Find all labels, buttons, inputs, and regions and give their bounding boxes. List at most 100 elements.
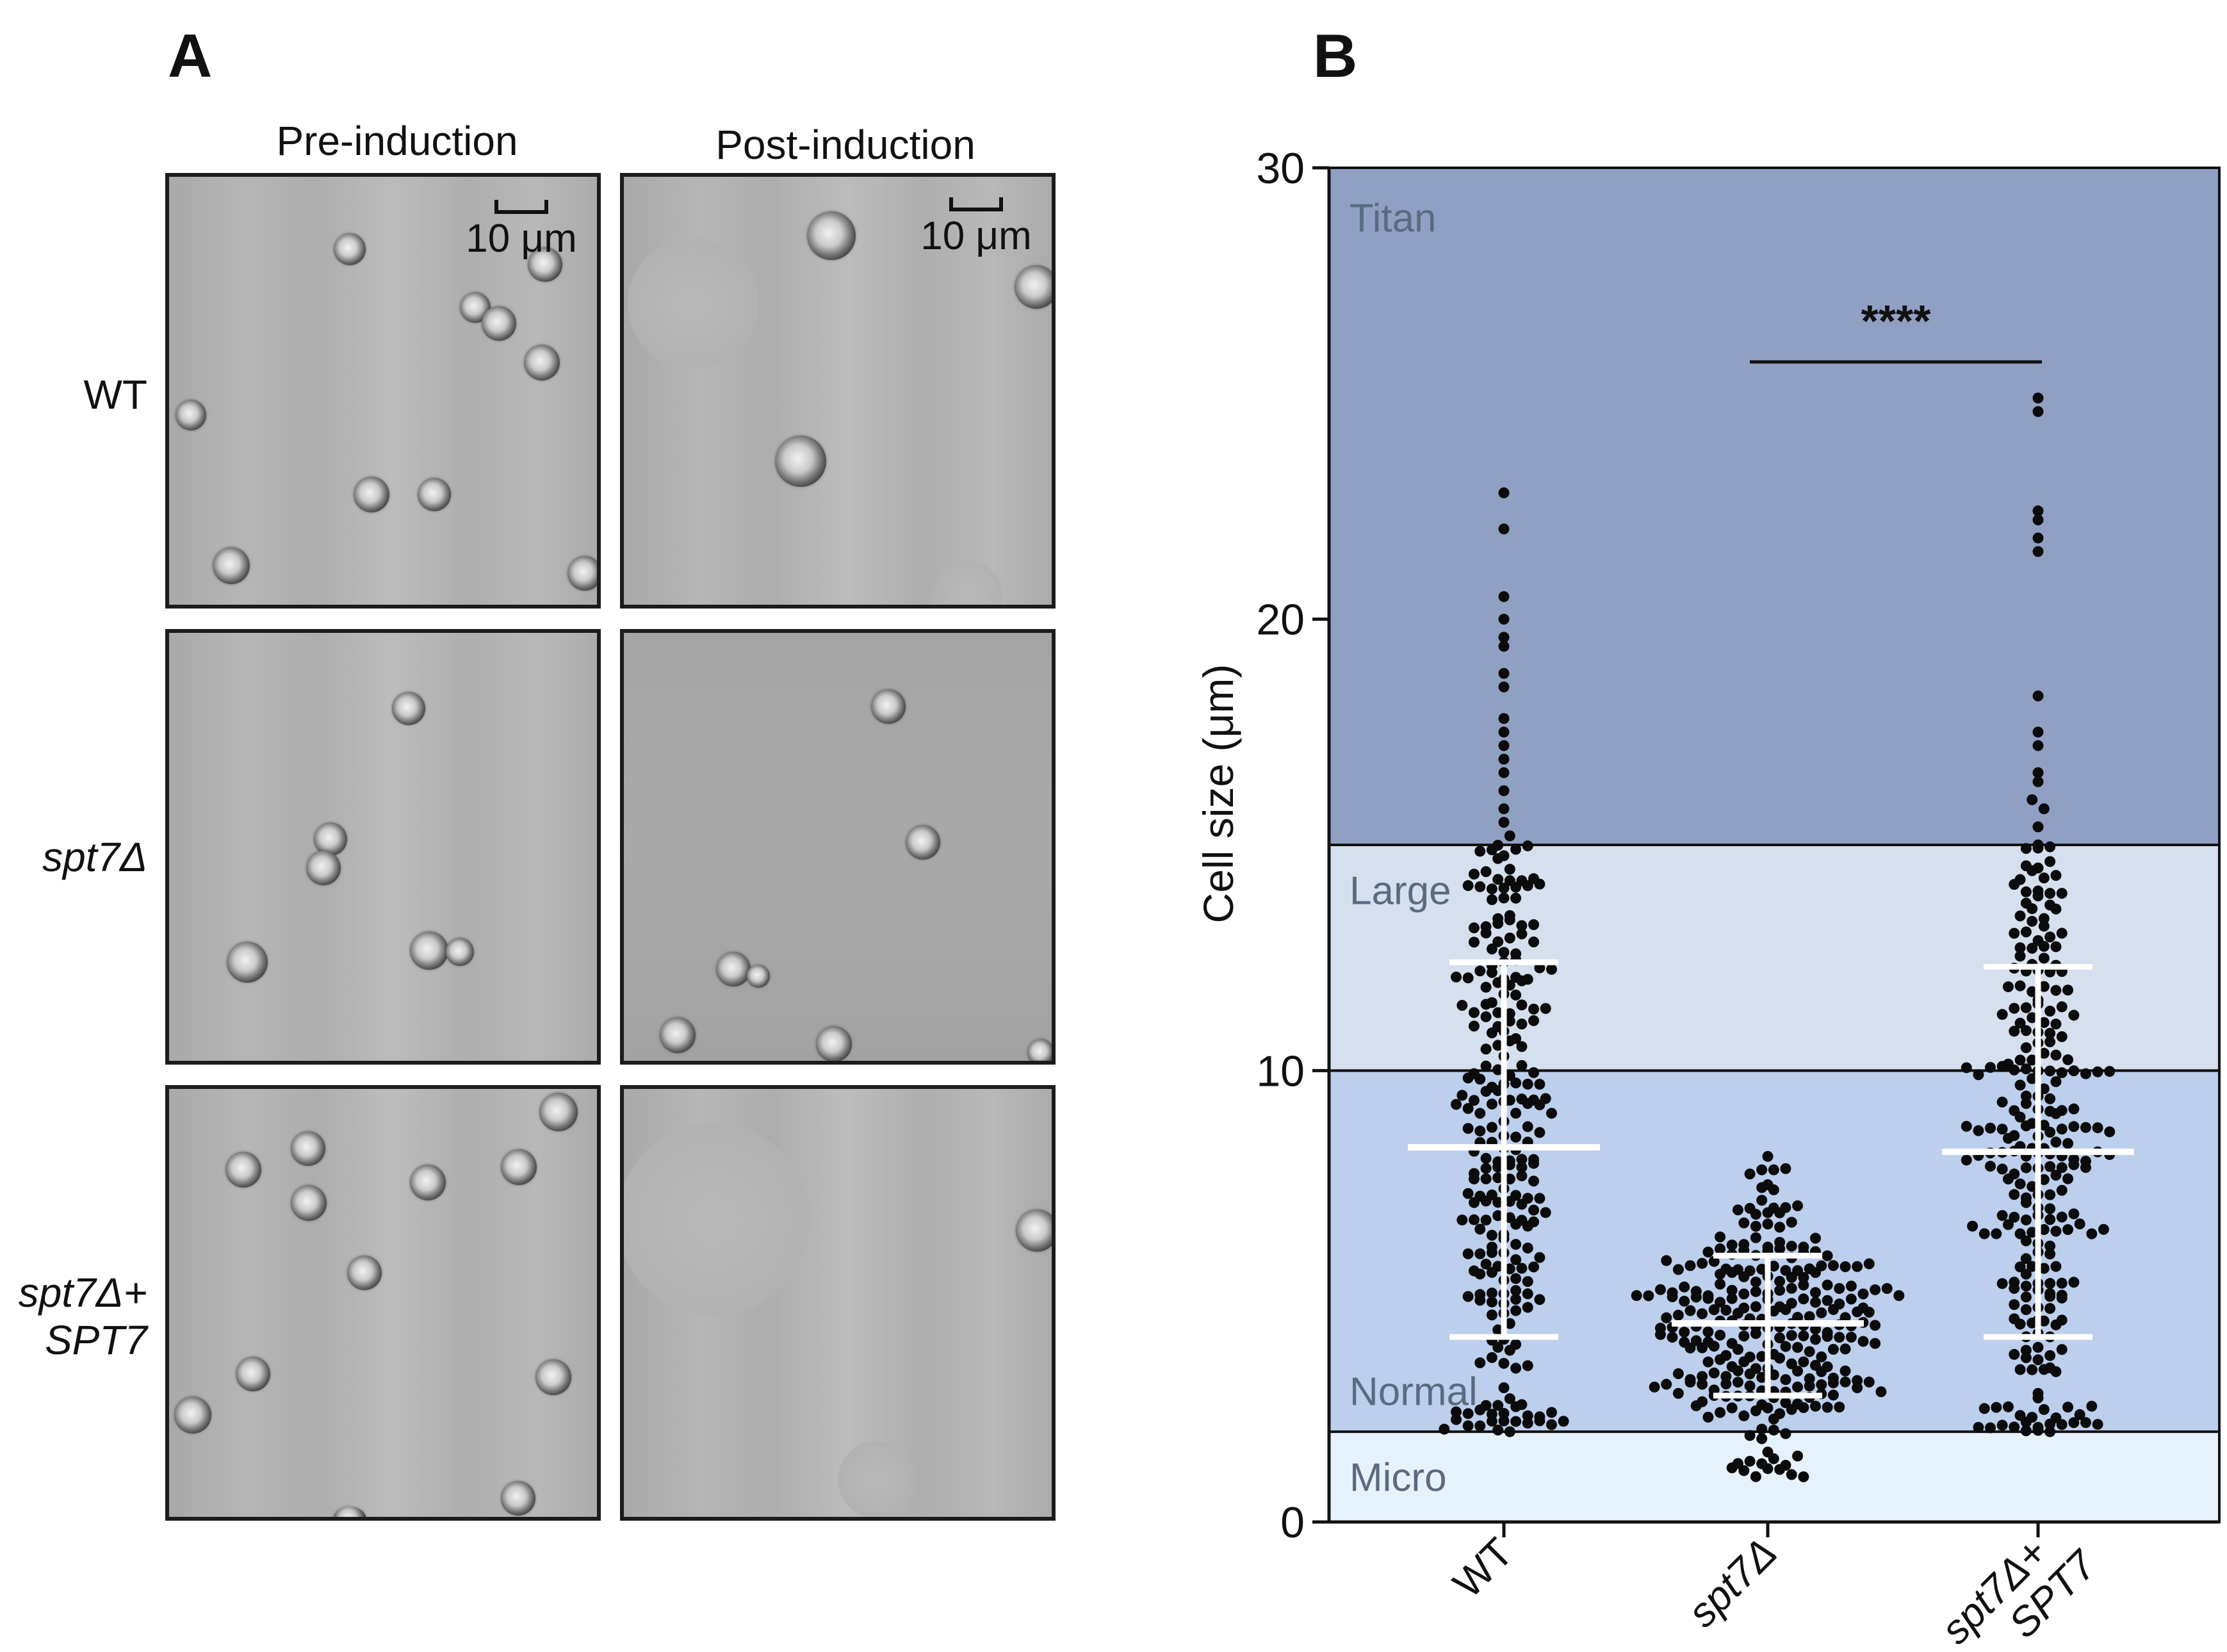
data-point [2044,1203,2056,1214]
data-point [1451,1414,1462,1425]
data-point [1991,1402,2002,1413]
data-point [1661,1255,1672,1266]
data-point [1528,1261,1540,1273]
data-point [2014,910,2026,922]
data-point [1498,740,1510,751]
data-point [1973,1125,1984,1136]
data-point [2050,1261,2062,1272]
data-point [2062,1224,2074,1236]
data-point [1726,1293,1738,1304]
data-point [1756,1371,1768,1383]
data-point [2074,1218,2085,1230]
data-point [1852,1306,1863,1318]
data-point [2020,1042,2032,1054]
data-point [1456,1090,1468,1101]
data-point [2020,1162,2032,1174]
row-label-wt: WT [83,372,148,418]
data-point [1786,1358,1797,1370]
data-point [1534,1415,1546,1427]
data-point [1498,803,1510,815]
data-point [1468,869,1480,880]
data-point [1528,919,1540,930]
data-point [1534,1193,1546,1204]
data-point [2002,1219,2014,1231]
data-point [2056,1067,2068,1079]
data-point [1822,1250,1833,1261]
data-point [2056,928,2068,939]
data-point [2027,1227,2038,1238]
data-point [1516,1263,1528,1274]
data-point [2050,985,2062,996]
data-point [1768,1261,1779,1272]
data-point [1510,1416,1522,1427]
data-point [2020,1345,2032,1356]
data-point [1840,1376,1851,1387]
data-point [1510,989,1522,1001]
data-point [1498,767,1510,778]
data-point [1468,1020,1480,1032]
scale-bar-line [494,200,548,214]
data-point [1852,1382,1863,1394]
data-point [1845,1293,1857,1305]
data-point [1504,932,1515,944]
data-point [1540,1207,1551,1218]
data-point [1492,936,1504,947]
data-point [1516,1059,1528,1071]
data-point [1492,1210,1504,1222]
data-point [1661,1378,1672,1390]
data-point [1510,1293,1522,1305]
data-point [1672,1387,1684,1399]
data-point [1973,1421,1984,1433]
row-label-spt7-delta-plus-spt7: spt7Δ+ SPT7 [0,1270,147,1364]
data-point [2032,726,2044,738]
data-point [1750,1286,1761,1297]
data-point [1816,1307,1827,1318]
data-point [2056,1184,2068,1196]
data-point [2080,1417,2091,1428]
data-point [1492,1040,1504,1051]
data-point [2056,1292,2068,1304]
data-point [1834,1402,1845,1413]
data-point [1961,1120,1972,1132]
data-point [2027,865,2038,876]
scale-bar-post: 10 μm [912,197,1040,256]
data-point [1451,971,1462,983]
data-point [1498,1407,1510,1419]
data-point [1768,1164,1779,1175]
data-point [1492,1197,1504,1208]
data-point [1474,1420,1486,1432]
data-point [2044,1036,2056,1047]
data-point [2068,1103,2080,1115]
data-point [1715,1231,1726,1243]
data-point [2092,1066,2103,1077]
data-point [1786,1282,1797,1294]
data-point [1498,817,1510,828]
data-point [1961,1154,1972,1166]
data-point [1486,943,1497,954]
data-point [2020,1098,2032,1109]
data-point [1809,1400,1821,1412]
data-point [2038,1083,2050,1095]
data-point [2050,1136,2062,1148]
data-point [1774,1222,1786,1233]
data-point [1498,614,1510,625]
data-point [1546,1407,1557,1418]
data-point [1744,1368,1756,1380]
data-point [1732,1204,1743,1216]
data-point [1510,1285,1522,1296]
data-point [1685,1305,1696,1316]
data-point [1498,487,1510,498]
data-point [1774,1352,1786,1364]
data-point [1510,1218,1522,1230]
data-point [1504,1195,1515,1207]
data-point [1534,1079,1546,1090]
data-point [2050,1049,2062,1061]
data-point [1486,1296,1497,1308]
data-point [2104,1066,2116,1077]
data-point [2002,1133,2014,1144]
data-point [1768,1369,1779,1380]
data-point [2009,928,2020,939]
data-point [2056,1162,2068,1174]
data-point [1480,866,1492,878]
data-point [1996,1096,2008,1108]
